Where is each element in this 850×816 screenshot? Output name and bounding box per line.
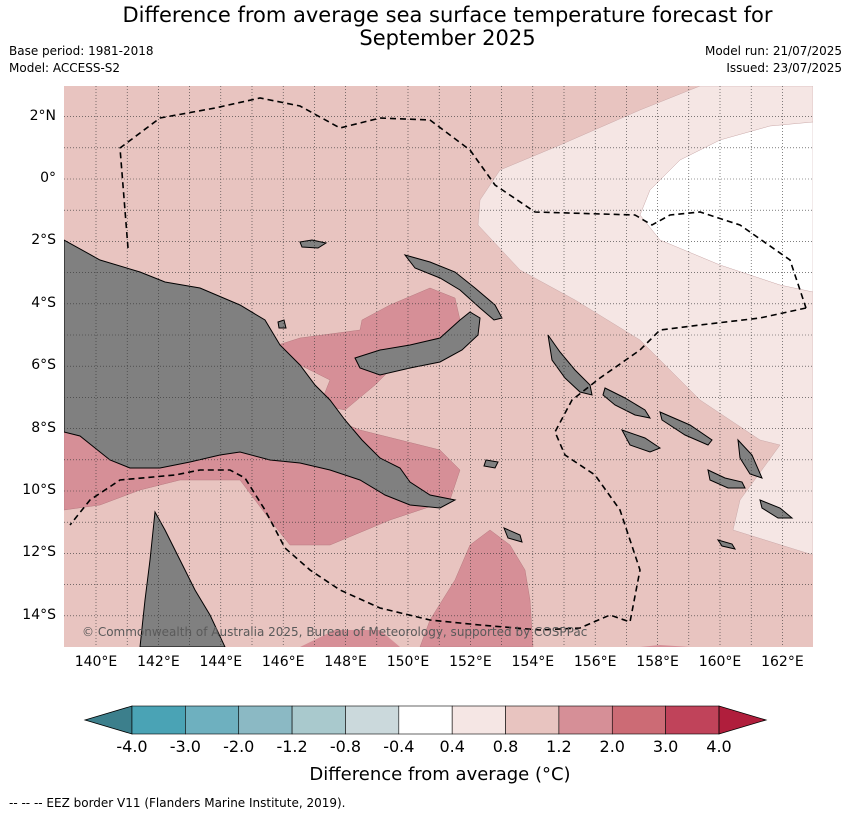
model-name: Model: ACCESS-S2 (9, 61, 121, 75)
colorbar-segment (398, 705, 453, 735)
land-small-island-2 (483, 459, 499, 469)
land-new-britain (354, 311, 481, 376)
colorbar-tick-label: 4.0 (706, 737, 732, 756)
lon-tick-label: 140°E (74, 654, 118, 670)
land-manus (299, 239, 328, 249)
land-cape-york (139, 510, 226, 647)
colorbar-segment (505, 705, 560, 735)
colorbar-segment (611, 705, 666, 735)
colorbar-segment (558, 705, 613, 735)
colorbar-segment (451, 705, 506, 735)
lon-tick-label: 160°E (698, 654, 742, 670)
eez-legend-note: -- -- -- EEZ border V11 (Flanders Marine… (9, 796, 346, 810)
colorbar-tick-label: 1.2 (546, 737, 572, 756)
land-santa-isabel (602, 387, 652, 419)
lon-tick-label: 156°E (573, 654, 617, 670)
colorbar-tick-label: 0.4 (439, 737, 465, 756)
anomaly-patch-north (277, 287, 461, 411)
land-new-ireland (403, 254, 503, 321)
colorbar-segment (291, 705, 346, 735)
eez-borders (69, 97, 807, 631)
colorbar-label: Difference from average (°C) (309, 764, 571, 785)
colorbar-extend-low (83, 705, 133, 735)
colorbar-tick-label: -3.0 (169, 737, 201, 756)
land-rennell (707, 469, 746, 489)
chart-title: Difference from average sea surface temp… (0, 4, 850, 50)
land-small-island (277, 319, 287, 329)
anomaly-patch-se (640, 645, 690, 647)
lon-tick-label: 154°E (511, 654, 555, 670)
colorbar-segment (665, 705, 720, 735)
lat-tick-label: 2°S (31, 232, 56, 249)
land-small-island-4 (716, 539, 737, 550)
eez-png-south (69, 307, 807, 631)
eez-png-north (119, 97, 807, 309)
lon-tick-label: 150°E (386, 654, 430, 670)
lat-tick-label: 10°S (22, 482, 56, 498)
colorbar-tick-label: 3.0 (652, 737, 679, 756)
anomaly-patch-sw (300, 630, 400, 647)
base-period: Base period: 1981-2018 (9, 44, 154, 58)
title-line-2: September 2025 (359, 26, 536, 50)
copyright-notice: © Commonwealth of Australia 2025, Bureau… (82, 625, 588, 639)
anomaly-field-neutral (639, 121, 813, 293)
land-guadalcanal (620, 429, 662, 453)
lon-tick-label: 144°E (199, 654, 243, 670)
colorbar-segment (185, 705, 240, 735)
issued-date: Issued: 23/07/2025 (726, 61, 842, 75)
lon-tick-label: 158°E (636, 654, 679, 670)
lon-tick-label: 152°E (449, 654, 492, 670)
lat-tick-label: 14°S (22, 606, 56, 623)
land-small-island-3 (503, 527, 523, 543)
colorbar-segment (238, 705, 293, 735)
colorbar (83, 705, 768, 735)
anomaly-patch-coral-sea (419, 529, 534, 647)
colorbar-tick-label: 2.0 (599, 737, 625, 756)
colorbar-tick-label: -2.0 (223, 737, 255, 756)
land-new-guinea (64, 239, 457, 509)
lon-tick-label: 162°E (761, 654, 804, 670)
lat-tick-label: 6°S (31, 357, 56, 374)
meta-right: Model run: 21/07/2025 Issued: 23/07/2025 (705, 43, 842, 77)
lat-tick-label: 8°S (31, 419, 56, 436)
meta-left: Base period: 1981-2018 Model: ACCESS-S2 (9, 43, 154, 77)
lat-tick-label: 4°S (31, 294, 56, 311)
lat-tick-label: 0° (40, 170, 56, 186)
land-east-isles (759, 499, 794, 519)
graticule (64, 86, 813, 647)
colorbar-tick-label: 0.8 (492, 737, 519, 756)
lon-tick-label: 146°E (261, 654, 305, 670)
colorbar-segment (345, 705, 400, 735)
lat-tick-label: 2°N (29, 107, 56, 124)
colorbar-tick-label: -0.4 (383, 737, 415, 756)
model-run: Model run: 21/07/2025 (704, 44, 842, 58)
lon-tick-label: 142°E (137, 654, 180, 670)
colorbar-extend-high (718, 705, 768, 735)
lat-tick-label: 12°S (22, 544, 56, 561)
colorbar-segment (131, 705, 186, 735)
title-line-1: Difference from average sea surface temp… (122, 3, 773, 27)
land-makira (737, 438, 763, 479)
colorbar-tick-label: -4.0 (116, 737, 148, 756)
lon-tick-label: 148°E (324, 654, 367, 670)
colorbar-tick-label: -0.8 (329, 737, 362, 756)
colorbar-tick-label: -1.2 (276, 737, 308, 756)
map-area (64, 86, 813, 647)
